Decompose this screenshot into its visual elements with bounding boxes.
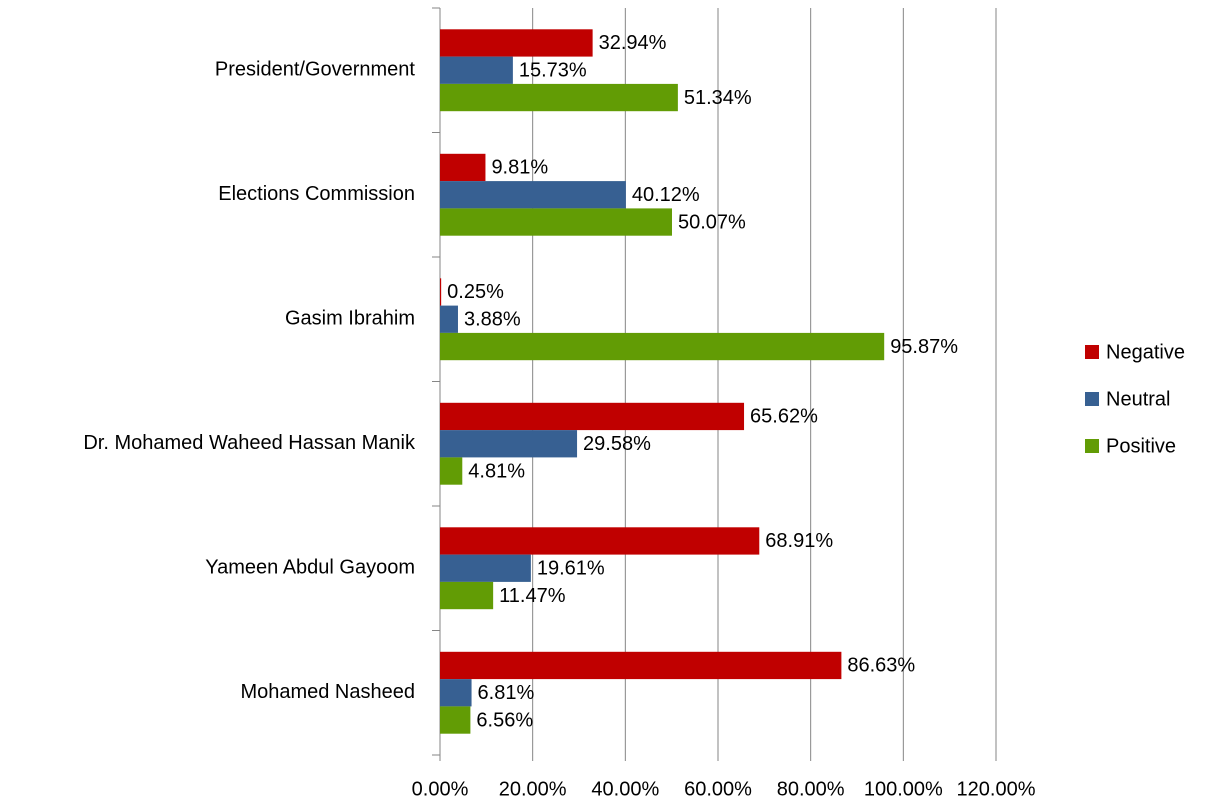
legend-label: Positive [1106, 435, 1176, 457]
value-label: 29.58% [583, 433, 651, 455]
category-label: Gasim Ibrahim [285, 308, 415, 330]
legend-swatch [1085, 392, 1099, 406]
x-tick-label: 40.00% [591, 778, 659, 800]
value-label: 19.61% [537, 558, 605, 580]
bar [440, 679, 472, 707]
x-tick-label: 60.00% [684, 778, 752, 800]
bar [440, 581, 494, 610]
bar [440, 278, 442, 306]
value-label: 4.81% [468, 460, 525, 482]
value-label: 65.62% [750, 406, 818, 428]
category-label: Dr. Mohamed Waheed Hassan Manik [83, 432, 416, 454]
bar [440, 402, 745, 431]
x-tick-label: 120.00% [957, 778, 1036, 800]
value-label: 6.56% [476, 709, 533, 731]
bar [440, 554, 531, 582]
legend-swatch [1085, 345, 1099, 359]
value-label: 11.47% [499, 585, 566, 607]
legend-label: Negative [1106, 341, 1185, 363]
bar [440, 430, 578, 458]
bar [440, 181, 626, 209]
bar [440, 153, 486, 182]
value-label: 32.94% [599, 32, 667, 54]
bar [440, 208, 672, 236]
bar [440, 651, 842, 680]
value-label: 6.81% [478, 682, 535, 704]
x-tick-label: 80.00% [777, 778, 845, 800]
value-label: 9.81% [491, 157, 548, 179]
value-label: 40.12% [632, 184, 700, 206]
value-label: 86.63% [847, 655, 915, 677]
value-label: 68.91% [765, 530, 833, 552]
bar [440, 457, 463, 485]
x-tick-label: 0.00% [412, 778, 469, 800]
value-label: 95.87% [890, 336, 958, 358]
legend-swatch [1085, 439, 1099, 453]
bar [440, 83, 678, 112]
bar [440, 29, 593, 57]
bar [440, 706, 471, 734]
bar [440, 527, 760, 555]
value-label: 51.34% [684, 87, 752, 109]
category-label: Elections Commission [218, 183, 415, 205]
value-label: 50.07% [678, 211, 746, 233]
x-tick-label: 20.00% [499, 778, 567, 800]
bar [440, 332, 885, 361]
value-label: 3.88% [464, 309, 521, 331]
value-label: 0.25% [447, 281, 504, 303]
bar [440, 305, 458, 333]
value-label: 15.73% [519, 60, 587, 82]
category-label: Mohamed Nasheed [240, 681, 415, 703]
category-label: Yameen Abdul Gayoom [205, 557, 415, 579]
x-tick-label: 100.00% [864, 778, 943, 800]
category-label: President/Government [215, 59, 416, 81]
legend-label: Neutral [1106, 388, 1170, 410]
bar [440, 56, 513, 84]
